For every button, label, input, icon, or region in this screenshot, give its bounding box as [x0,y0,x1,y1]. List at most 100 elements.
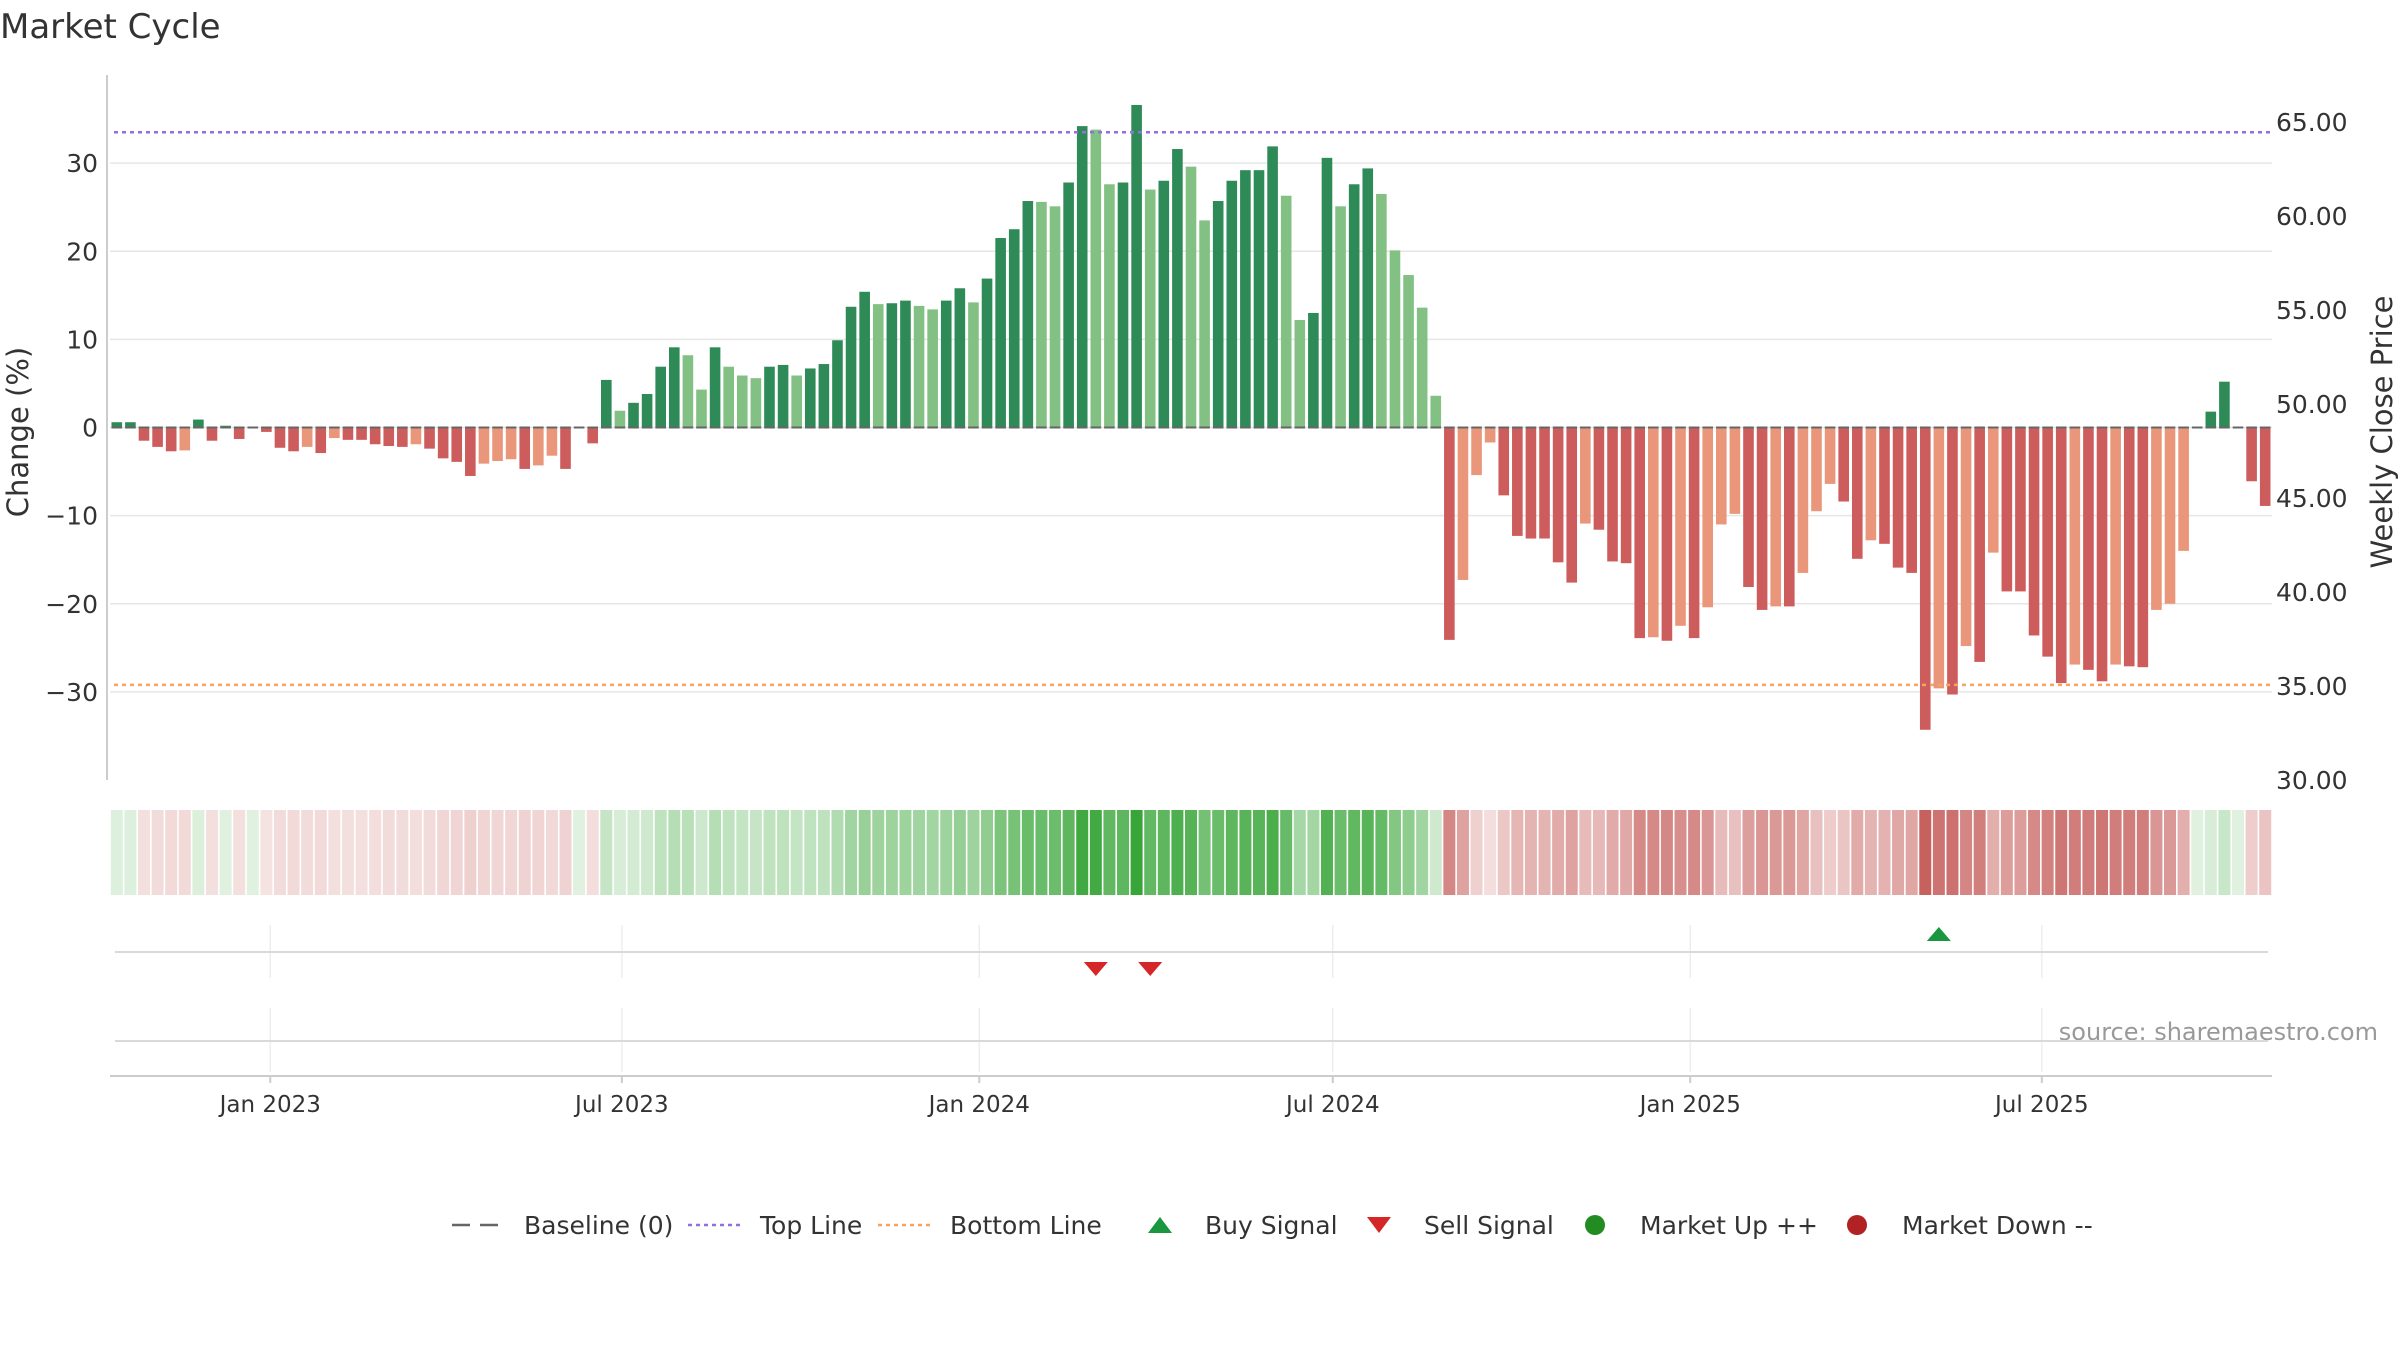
change-bar [818,364,830,428]
cycle-strip-cell [1443,810,1456,895]
cycle-strip-cell [1320,810,1333,895]
cycle-strip-cell [328,810,341,895]
y2-axis-label: Weekly Close Price [2365,296,2399,569]
change-bar [1444,427,1455,640]
change-bar [1063,182,1074,428]
cycle-strip-cell [1117,810,1130,895]
change-bar [2259,427,2271,506]
change-bar [410,427,422,445]
change-bar [301,427,313,447]
change-bar [791,375,802,428]
cycle-strip-cell [464,810,477,895]
cycle-strip-cell [1130,810,1143,895]
change-bar [1743,427,1754,588]
change-bar [1484,427,1496,443]
change-bar [1144,189,1156,428]
cycle-strip-cell [627,810,640,895]
x-tick-label: Jan 2023 [218,1092,321,1118]
change-bar [587,427,599,444]
cycle-strip-cell [1348,810,1361,895]
cycle-strip-cell [409,810,422,895]
change-bar [1172,149,1183,428]
change-bar [1362,168,1374,428]
change-bar [1607,427,1618,562]
cycle-strip-cell [137,810,150,895]
cycle-strip-cell [287,810,300,895]
change-bar [1348,184,1360,428]
cycle-strip-cell [586,810,599,895]
cycle-strip-cell [1565,810,1578,895]
change-bar [1593,427,1605,530]
change-bar [1525,427,1537,539]
cycle-strip-cell [1252,810,1265,895]
cycle-strip-cell [2164,810,2177,895]
change-bar [995,238,1006,428]
change-bar [981,278,993,428]
cycle-strip-cell [777,810,790,895]
change-bar [274,427,286,448]
cycle-strip-cell [722,810,735,895]
change-bar [2110,427,2121,665]
y2-tick-label: 60.00 [2276,202,2348,231]
y-tick-label: 20 [66,237,98,266]
change-bar [1049,206,1061,428]
signal-panel [115,925,2268,1072]
cycle-strip-cell [2014,810,2027,895]
cycle-strip-cell [1388,810,1401,895]
change-bar [152,427,163,447]
cycle-strip-cell [1674,810,1687,895]
change-bar [1416,307,1428,428]
change-bar [1702,427,1714,608]
cycle-strip-cell [913,810,926,895]
change-bar [764,366,775,428]
cycle-strip-cell [2218,810,2231,895]
cycle-strip-cell [804,810,817,895]
cycle-strip-cell [885,810,898,895]
x-tick-label: Jan 2025 [1638,1092,1741,1118]
change-bar [2069,427,2081,665]
cycle-strip-cell [382,810,395,895]
cycle-strip-cell [1851,810,1864,895]
cycle-strip-cell [1796,810,1809,895]
cycle-strip-cell [1973,810,1986,895]
change-bar [1212,201,1224,428]
change-bar [614,410,626,428]
change-bar [1240,170,1251,428]
change-bar [1335,206,1346,428]
change-bar [519,427,531,469]
legend-label: Buy Signal [1205,1211,1338,1240]
cycle-strip-cell [2082,810,2095,895]
change-bar [859,291,870,428]
change-bar [437,427,449,459]
legend-item-market-down: Market Down -- [1847,1211,2093,1240]
y2-tick-label: 30.00 [2276,766,2348,795]
change-bar [1321,157,1333,428]
cycle-strip-cell [613,810,626,895]
cycle-strip-cell [1905,810,1918,895]
change-bar [1457,427,1469,580]
change-bar [601,379,612,428]
cycle-strip-cell [845,810,858,895]
change-bar [1117,182,1129,428]
change-bar [2219,381,2230,428]
cycle-strip-cell [437,810,450,895]
cycle-strip-cell [600,810,613,895]
cycle-strip-cell [233,810,246,895]
change-bar [1376,193,1387,428]
change-bar [1729,427,1741,514]
cycle-strip-cell [1307,810,1320,895]
change-bar [1783,427,1795,607]
y2-tick-label: 40.00 [2276,578,2348,607]
cycle-strip-cell [1402,810,1415,895]
cycle-strip-cell [858,810,871,895]
y-tick-label: 10 [66,325,98,354]
change-bar [1090,129,1102,428]
change-bar [465,427,476,476]
change-bar [111,422,123,428]
cycle-strip-cell [2055,810,2068,895]
change-bar [1933,427,1945,689]
change-bar [628,402,639,428]
cycle-strip-cell [1416,810,1429,895]
change-bar [668,347,680,428]
